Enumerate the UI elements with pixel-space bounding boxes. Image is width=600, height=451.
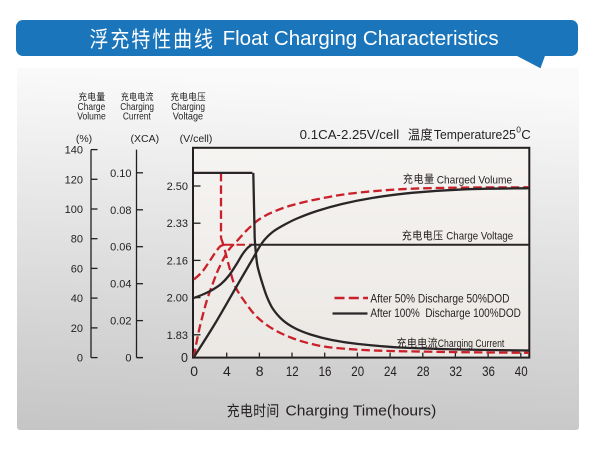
svg-text:20: 20 [351,363,364,379]
svg-text:140: 140 [65,145,83,157]
svg-text:Charge: Charge [78,101,106,113]
svg-text:8: 8 [256,363,264,379]
svg-text:Charging: Charging [171,101,205,113]
svg-text:0.06: 0.06 [110,242,131,254]
svg-text:(XCA): (XCA) [131,133,160,145]
svg-text:16: 16 [319,363,332,379]
svg-text:0.08: 0.08 [110,205,131,217]
svg-text:Float Charging Characteristics: Float Charging Characteristics [223,28,499,50]
svg-text:100: 100 [65,204,83,216]
svg-text:20: 20 [71,323,83,335]
svg-text:Charging Current: Charging Current [438,338,505,350]
svg-text:32: 32 [449,363,462,379]
svg-text:Charge Voltage: Charge Voltage [446,231,513,243]
svg-text:1.83: 1.83 [167,330,188,342]
svg-text:40: 40 [515,363,528,379]
svg-text:40: 40 [71,293,83,305]
svg-text:36: 36 [482,363,495,379]
svg-text:0: 0 [190,363,198,379]
svg-text:2.50: 2.50 [167,181,188,193]
svg-text:(%): (%) [76,133,92,145]
svg-text:2.00: 2.00 [167,293,188,305]
svg-text:120: 120 [65,174,83,186]
svg-text:(V/cell): (V/cell) [180,133,213,145]
svg-text:0.1CA-2.25V/cell: 0.1CA-2.25V/cell [300,127,400,142]
svg-text:2.16: 2.16 [167,255,188,267]
svg-text:0.02: 0.02 [110,316,131,328]
svg-text:After 50% Discharge 50%DOD: After 50% Discharge 50%DOD [370,292,509,306]
svg-text:Charging Time(hours): Charging Time(hours) [286,403,437,419]
svg-text:Voltage: Voltage [173,111,204,123]
svg-text:C: C [521,127,531,142]
svg-text:0.04: 0.04 [110,279,131,291]
svg-text:60: 60 [71,263,83,275]
svg-text:0: 0 [181,351,188,365]
svg-text:Current: Current [123,111,151,123]
svg-text:Volume: Volume [77,111,106,123]
svg-text:12: 12 [286,363,299,379]
svg-text:After 100% Discharge 100%DOD: After 100% Discharge 100%DOD [370,306,521,320]
svg-text:24: 24 [384,363,397,379]
svg-text:Charged Volume: Charged Volume [437,174,512,186]
svg-text:80: 80 [71,234,83,246]
svg-text:0: 0 [125,353,131,365]
svg-text:Temperature25: Temperature25 [434,127,516,142]
svg-text:4: 4 [223,363,231,379]
svg-text:Charging: Charging [120,101,154,113]
svg-text:0: 0 [77,353,83,365]
svg-text:0: 0 [516,125,521,135]
svg-text:28: 28 [417,363,430,379]
svg-text:0.10: 0.10 [110,168,131,180]
svg-text:2.33: 2.33 [167,218,188,230]
